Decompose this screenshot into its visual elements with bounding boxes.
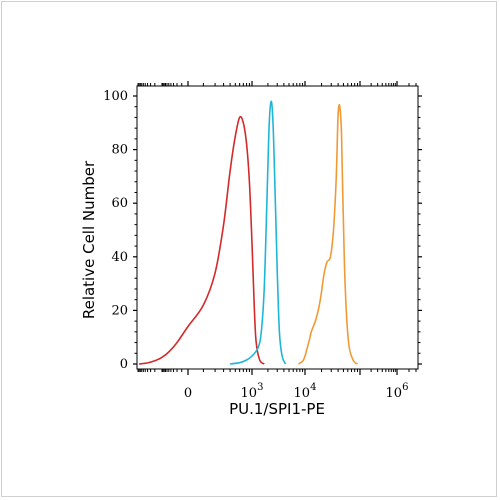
y-axis: 0 20 40 60 80 100: [103, 89, 422, 372]
y-tick-label: 80: [111, 143, 128, 158]
y-axis-label: Relative Cell Number: [80, 160, 98, 319]
histogram-red-trace: [138, 115, 265, 365]
histogram-traces: [138, 100, 359, 365]
x-tick-base: 10: [386, 386, 403, 401]
x-tick-base: 0: [184, 386, 192, 401]
x-tick-label: 106: [386, 382, 409, 401]
x-tick-exponent: 4: [310, 382, 316, 393]
y-tick-label: 40: [111, 250, 128, 265]
histogram-cyan-trace: [230, 100, 287, 365]
y-tick-label: 0: [120, 357, 128, 372]
x-tick-base: 10: [294, 386, 311, 401]
x-axis-label: PU.1/SPI1-PE: [229, 400, 325, 418]
x-tick-label: 103: [241, 382, 264, 401]
x-tick-exponent: 3: [257, 382, 263, 393]
x-tick-exponent: 6: [402, 382, 408, 393]
x-tick-label: 0: [184, 386, 192, 401]
y-tick-label: 20: [111, 303, 128, 318]
plot-area-border: [136, 85, 419, 370]
x-tick-base: 10: [241, 386, 258, 401]
x-axis: 0 103 104 106: [137, 81, 417, 401]
y-tick-label: 60: [111, 196, 128, 211]
x-tick-label: 104: [294, 382, 317, 401]
y-tick-label: 100: [103, 89, 128, 104]
histogram-orange-trace: [298, 104, 359, 365]
